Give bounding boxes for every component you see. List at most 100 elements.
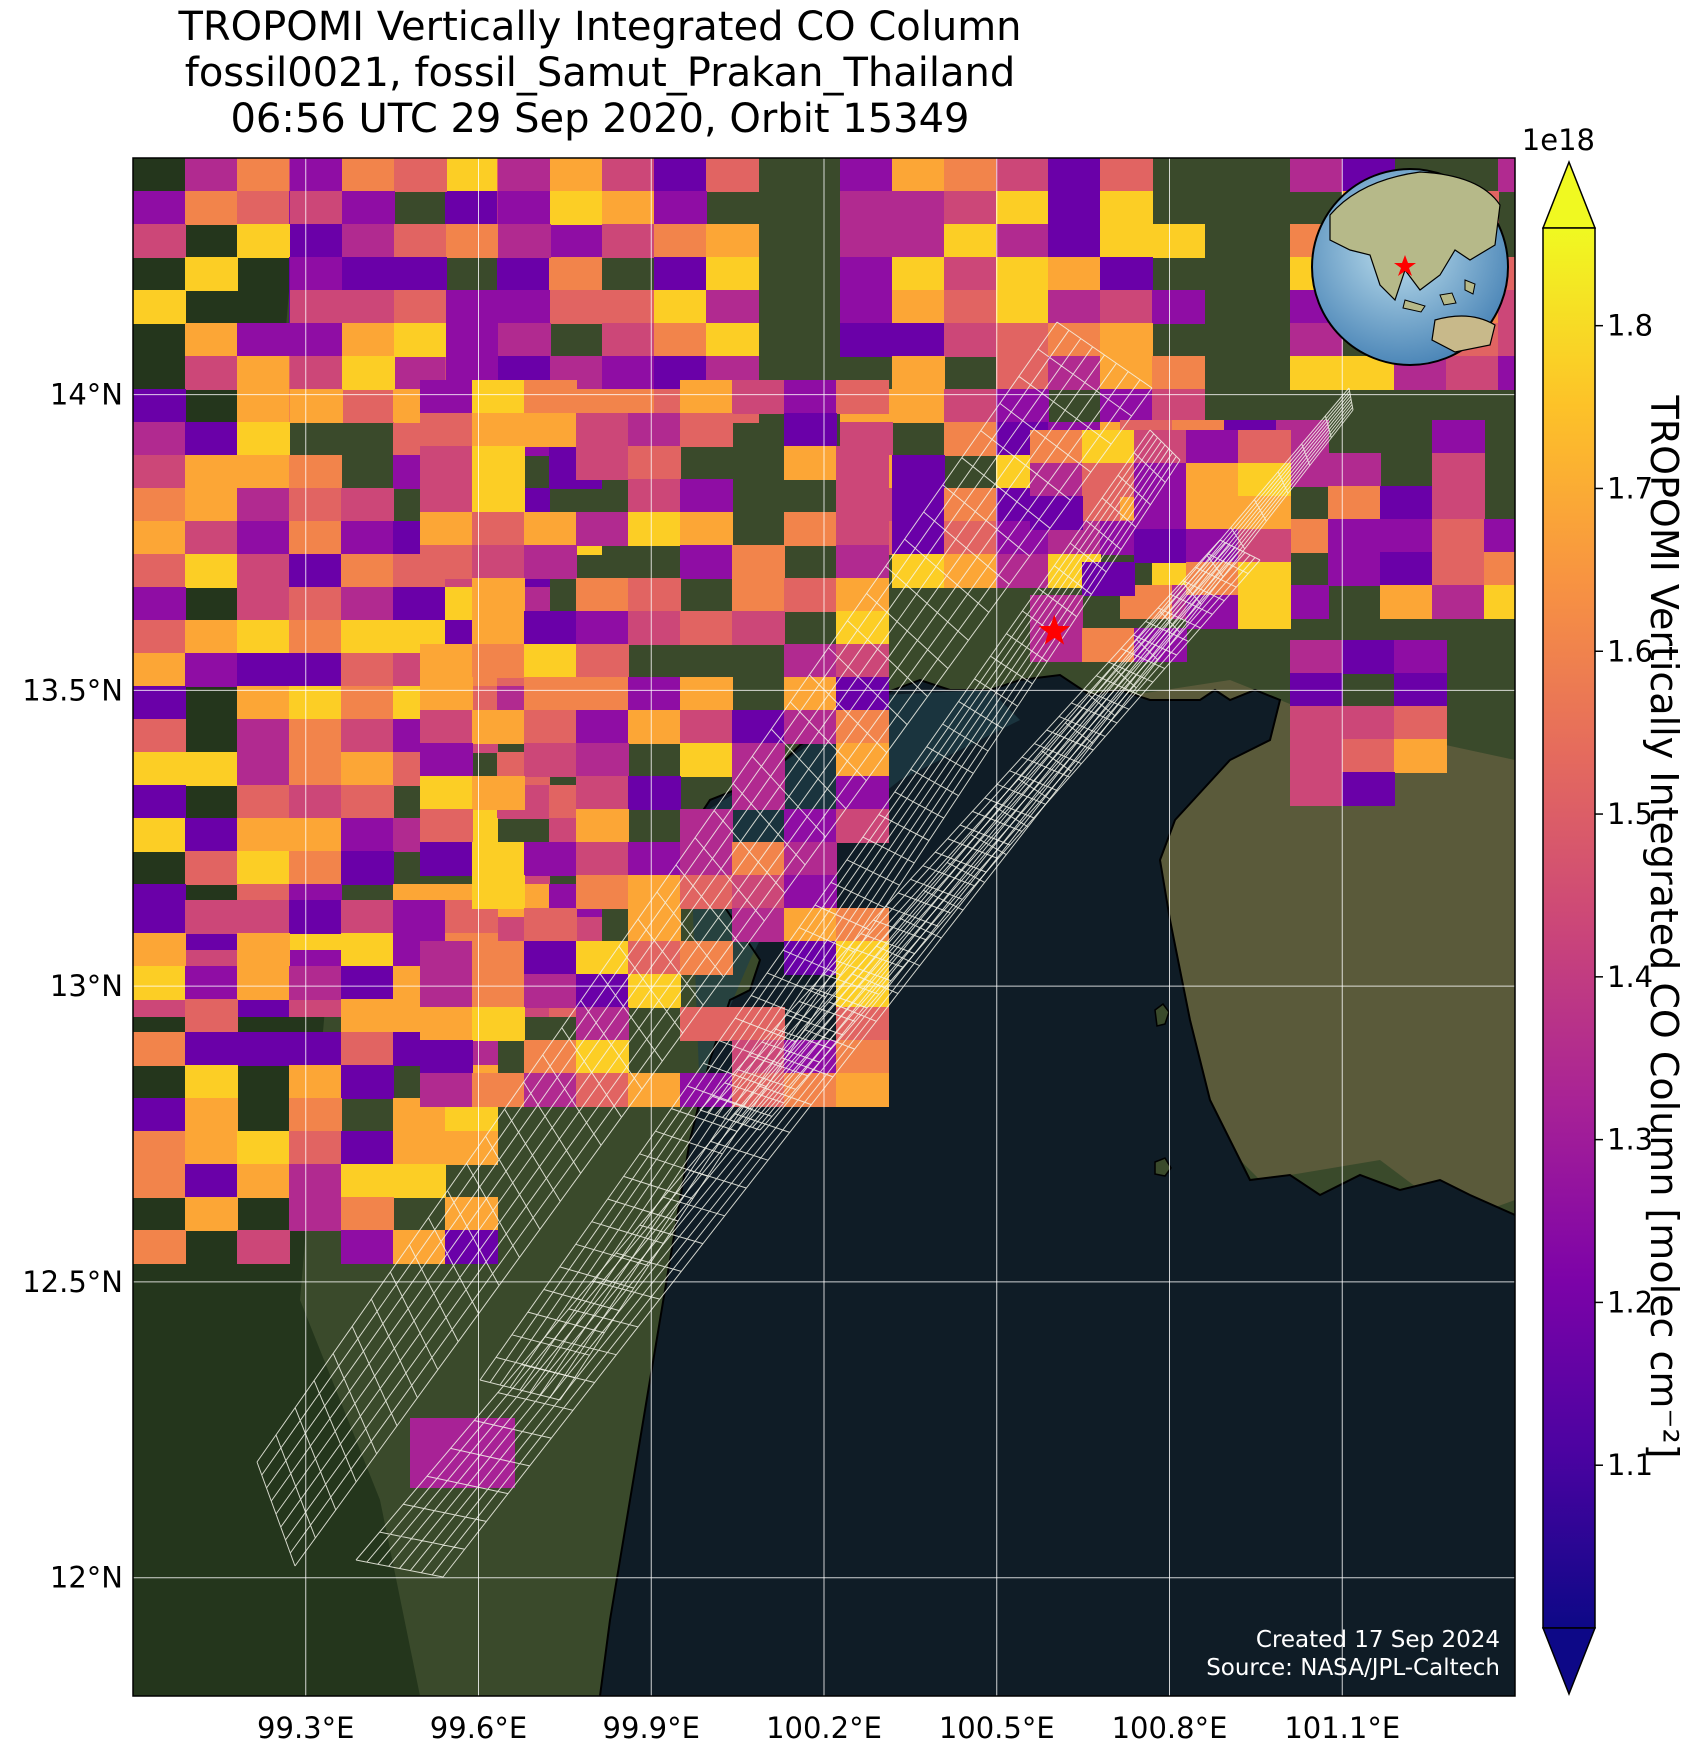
co-pixel <box>420 677 473 711</box>
x-tick-label: 100.8°E <box>1112 1711 1228 1745</box>
co-pixel <box>289 1065 342 1099</box>
co-pixel <box>654 323 707 357</box>
co-pixel <box>342 257 395 291</box>
co-pixel <box>290 224 343 258</box>
x-tick-label: 99.3°E <box>257 1711 354 1745</box>
co-pixel <box>576 842 629 876</box>
colorbar-tick-label: 1.4 <box>1607 960 1653 994</box>
co-pixel <box>628 710 681 744</box>
co-pixel <box>342 191 395 225</box>
co-pixel <box>420 512 473 546</box>
co-pixel <box>892 191 945 225</box>
co-pixel <box>944 323 997 357</box>
co-pixel <box>1328 486 1381 520</box>
co-pixel <box>1152 290 1205 324</box>
co-pixel <box>133 785 186 819</box>
co-pixel <box>944 158 997 192</box>
co-pixel <box>237 686 290 720</box>
map-title-line1: TROPOMI Vertically Integrated CO Column <box>178 4 1022 50</box>
co-pixel <box>185 257 238 291</box>
co-pixel <box>185 554 238 588</box>
co-pixel <box>290 356 343 390</box>
co-pixel <box>784 842 837 876</box>
co-pixel <box>1432 420 1485 454</box>
co-pixel <box>1290 706 1343 740</box>
co-pixel <box>836 446 889 480</box>
longitude-tick-labels: 99.3°E 99.6°E 99.9°E 100.2°E 100.5°E 100.8°E 1… <box>257 1711 1400 1745</box>
co-pixel <box>341 999 394 1033</box>
co-pixel <box>498 191 551 225</box>
co-pixel <box>237 1032 290 1066</box>
co-pixel <box>341 587 394 621</box>
co-pixel <box>420 776 473 810</box>
co-pixel <box>341 752 394 786</box>
co-pixel <box>680 545 733 579</box>
footprint-grid <box>479 429 1181 1401</box>
co-pixel <box>498 290 551 324</box>
co-pixel <box>472 611 525 645</box>
co-pixel <box>602 224 655 258</box>
co-pixel <box>472 413 525 447</box>
co-pixel <box>185 1032 238 1066</box>
colorbar-tick-label: 1.2 <box>1607 1285 1653 1319</box>
co-pixel <box>289 1197 342 1231</box>
co-pixel <box>133 966 186 1000</box>
co-pixel <box>341 686 394 720</box>
globe-islands <box>1402 279 1476 313</box>
co-pixel <box>393 1131 446 1165</box>
co-pixel <box>944 554 997 588</box>
co-pixel <box>289 554 342 588</box>
co-pixel <box>1100 158 1153 192</box>
co-pixel <box>289 1131 342 1165</box>
co-pixel <box>836 380 889 414</box>
co-pixel <box>1048 257 1101 291</box>
co-pixel <box>394 224 447 258</box>
inset-globe <box>1311 168 1509 366</box>
co-pixel <box>1238 430 1291 464</box>
co-pixel <box>133 290 186 324</box>
co-pixel <box>628 842 681 876</box>
co-pixel <box>602 356 655 390</box>
co-pixel <box>1048 323 1101 357</box>
co-pixel <box>549 224 602 258</box>
co-pixel <box>840 191 893 225</box>
co-pixel <box>680 611 733 645</box>
co-pixel <box>1328 519 1381 553</box>
colorbar-tick-label: 1.7 <box>1607 471 1653 505</box>
co-pixel <box>1432 453 1485 487</box>
co-pixel <box>1290 158 1343 192</box>
co-pixel <box>133 1164 186 1198</box>
globe-australia-landmass <box>1431 315 1496 353</box>
co-pixel <box>680 677 733 711</box>
co-pixel <box>628 479 681 513</box>
co-pixel <box>472 545 525 579</box>
map-frame <box>132 157 1516 1697</box>
co-pixel <box>1290 739 1343 773</box>
co-pixel <box>341 389 394 423</box>
co-pixel <box>133 224 186 258</box>
co-pixel <box>1100 356 1153 390</box>
co-pixel <box>342 356 395 390</box>
co-pixel <box>472 512 525 546</box>
co-pixel <box>996 356 1049 390</box>
co-pixel <box>133 1098 186 1132</box>
co-pixel <box>524 941 577 975</box>
x-tick-label: 100.5°E <box>939 1711 1055 1745</box>
co-pixel <box>498 224 551 258</box>
co-pixel <box>524 413 577 447</box>
co-pixel <box>628 446 681 480</box>
co-pixel <box>420 1073 473 1107</box>
co-pixel <box>237 224 290 258</box>
y-tick-label: 12°N <box>50 1561 123 1595</box>
co-pixel <box>1394 739 1447 773</box>
co-pixel <box>498 158 551 192</box>
co-pixel <box>185 900 238 934</box>
co-pixel <box>628 512 681 546</box>
co-pixel <box>892 323 945 357</box>
co-pixel <box>237 389 290 423</box>
co-pixel <box>732 380 785 414</box>
co-pixel <box>524 710 577 744</box>
co-pixel <box>185 851 238 885</box>
co-pixel <box>1048 290 1101 324</box>
co-pixel <box>237 620 290 654</box>
